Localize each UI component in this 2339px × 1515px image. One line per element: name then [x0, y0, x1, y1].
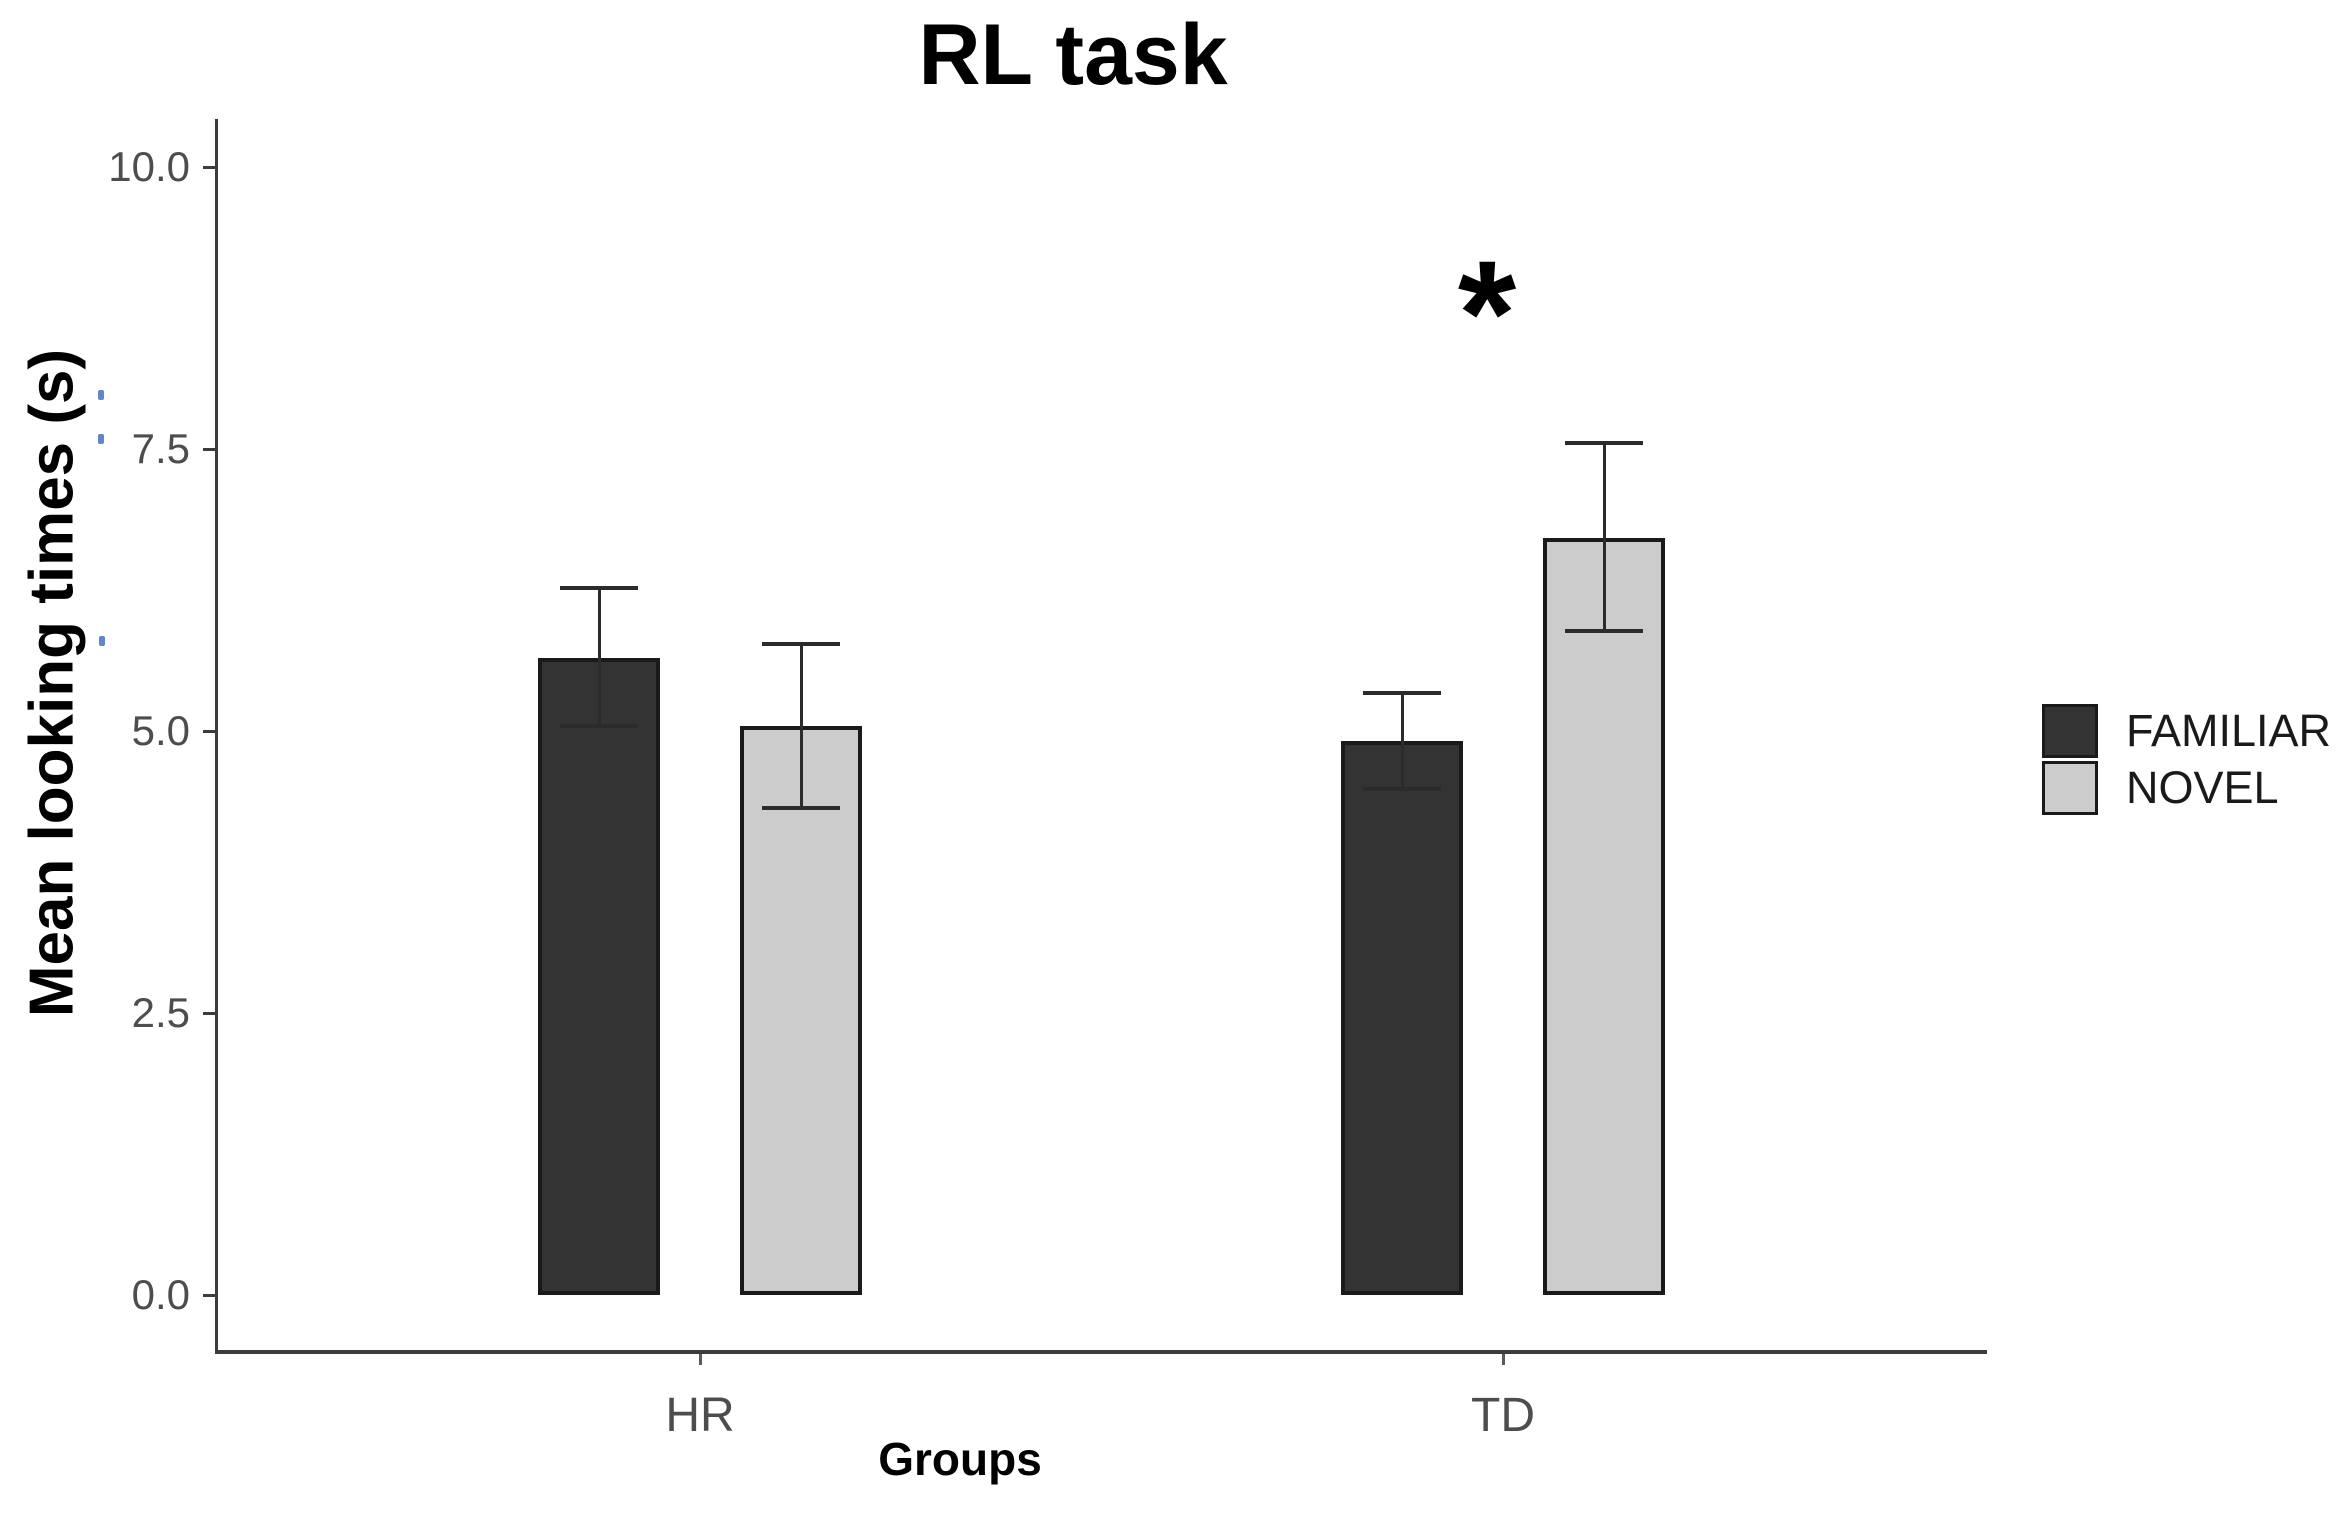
- error-bar-stem: [1401, 692, 1404, 789]
- chart-title: RL task: [918, 7, 1228, 103]
- y-tick-label: 0.0: [131, 1271, 190, 1318]
- y-tick-label: 2.5: [131, 989, 190, 1036]
- error-bar-cap-top: [1565, 441, 1643, 446]
- error-bar-cap-top: [560, 585, 638, 590]
- x-tick-mark: [1502, 1354, 1505, 1365]
- error-bar-cap-bottom: [1565, 628, 1643, 633]
- error-bar-stem: [800, 644, 803, 808]
- error-bar-stem: [598, 587, 601, 727]
- error-bar-cap-bottom: [560, 724, 638, 729]
- y-tick-mark: [203, 1294, 215, 1297]
- error-bar-cap-top: [762, 642, 840, 647]
- y-tick-label: 10.0: [108, 143, 190, 190]
- y-tick-mark: [203, 166, 215, 169]
- y-tick-mark: [203, 1012, 215, 1015]
- significance-asterisk: *: [1457, 229, 1517, 397]
- x-tick-mark: [699, 1354, 702, 1365]
- legend-swatch-familiar: [2042, 704, 2098, 758]
- legend-swatch-novel: [2042, 761, 2098, 815]
- x-tick-label: TD: [1471, 1389, 1535, 1442]
- y-tick-label: 7.5: [131, 425, 190, 472]
- bar-hr-familiar: [538, 657, 660, 1295]
- y-tick-mark: [203, 448, 215, 451]
- error-bar-cap-bottom: [762, 805, 840, 810]
- bar-td-familiar: [1341, 741, 1463, 1295]
- legend-label-novel: NOVEL: [2126, 762, 2279, 813]
- error-bar-stem: [1603, 443, 1606, 631]
- bar-td-novel: [1543, 538, 1665, 1295]
- y-tick-label: 5.0: [131, 707, 190, 754]
- artifact-dot: [99, 636, 105, 646]
- y-axis-line: [215, 119, 218, 1353]
- legend-label-familiar: FAMILIAR: [2126, 705, 2332, 756]
- bar-hr-novel: [740, 726, 862, 1295]
- artifact-dot: [98, 390, 104, 400]
- x-axis-line: [215, 1350, 1987, 1354]
- y-tick-mark: [203, 730, 215, 733]
- x-axis-label: Groups: [878, 1433, 1042, 1485]
- x-tick-label: HR: [665, 1389, 735, 1442]
- error-bar-cap-top: [1363, 690, 1441, 695]
- error-bar-cap-bottom: [1363, 786, 1441, 791]
- artifact-dot: [98, 434, 104, 444]
